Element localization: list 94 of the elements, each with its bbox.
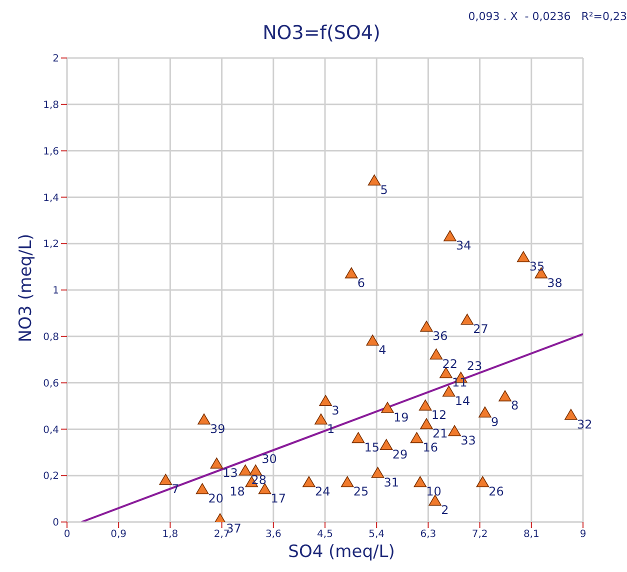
- annotation: 36: [432, 329, 448, 344]
- point: [516, 251, 530, 262]
- annotation: 30: [262, 452, 277, 466]
- annotation: 39: [210, 422, 226, 436]
- point: [159, 474, 172, 485]
- annotation: 14: [454, 394, 470, 408]
- annotation: 29: [392, 447, 408, 462]
- x-tick-label: 7,2: [472, 529, 488, 540]
- annotation: 21: [432, 426, 448, 441]
- point: [198, 414, 210, 425]
- point: [381, 402, 394, 413]
- x-tick-label: 2,7: [214, 529, 230, 540]
- annotation: 26: [488, 484, 504, 499]
- point: [258, 483, 272, 494]
- point: [366, 334, 379, 346]
- y-tick-label: 0,6: [43, 378, 59, 390]
- point: [380, 439, 393, 450]
- annotation: 16: [422, 440, 438, 454]
- point: [210, 458, 224, 469]
- point: [196, 483, 209, 494]
- annotation: 25: [353, 484, 369, 499]
- annotation: 4: [378, 343, 386, 358]
- point: [344, 267, 358, 278]
- point: [340, 476, 354, 488]
- annotation: 13: [222, 466, 238, 480]
- x-tick-label: 8,1: [523, 529, 540, 540]
- y-tick-label: 2: [52, 54, 59, 65]
- annotation: 18: [230, 484, 245, 499]
- point: [368, 174, 381, 186]
- annotation: 32: [576, 417, 592, 432]
- y-tick-label: 0,8: [43, 332, 59, 343]
- x-tick-label: 0,9: [110, 529, 127, 540]
- point: [478, 406, 492, 418]
- point: [249, 464, 262, 476]
- annotation: 33: [460, 434, 476, 448]
- y-tick-label: 1: [52, 286, 59, 297]
- x-tick-label: 6,3: [420, 529, 436, 540]
- point: [314, 414, 328, 425]
- point: [448, 425, 461, 436]
- y-tick-label: 0,4: [43, 424, 59, 436]
- annotation: 23: [466, 359, 482, 374]
- point: [302, 476, 316, 488]
- x-tick-label: 0: [64, 529, 70, 540]
- point: [476, 476, 490, 488]
- annotation: 31: [384, 475, 400, 490]
- y-tick-label: 1,8: [43, 100, 59, 111]
- point: [238, 464, 252, 476]
- annotation: 38: [547, 276, 562, 290]
- x-tick-label: 5,4: [368, 529, 385, 540]
- point: [319, 394, 332, 406]
- annotation: 19: [393, 410, 409, 424]
- point: [430, 348, 443, 360]
- y-tick-label: 0: [52, 518, 59, 529]
- x-tick-label: 9: [580, 529, 586, 540]
- annotation: 5: [380, 182, 388, 197]
- y-tick-label: 1,4: [43, 192, 59, 204]
- point: [564, 408, 578, 420]
- y-tick-label: 0,2: [43, 471, 59, 482]
- text: 0,093 . X - 0,0236 R²=0,23: [468, 10, 627, 23]
- point: [444, 230, 456, 242]
- point: [418, 400, 432, 411]
- point: [420, 320, 433, 332]
- annotation: 6: [357, 276, 366, 290]
- annotation: 17: [270, 492, 286, 506]
- point: [352, 432, 365, 444]
- point: [440, 367, 452, 378]
- annotation: 35: [529, 260, 545, 274]
- annotation: 10: [426, 484, 442, 499]
- annotation: 27: [473, 322, 488, 336]
- annotation: 15: [364, 440, 380, 454]
- chart-title: NO3=f(SO4): [262, 22, 382, 44]
- point: [420, 418, 433, 430]
- annotation: 20: [208, 492, 224, 506]
- point: [442, 386, 456, 397]
- x-axis-title: SO4 (meq/L): [287, 542, 396, 562]
- x-tick-label: 4,5: [317, 529, 333, 540]
- y-tick-label: 1,6: [43, 146, 59, 158]
- annotation: 9: [490, 414, 499, 429]
- point: [414, 476, 427, 488]
- point: [460, 314, 474, 325]
- x-tick-label: 3,6: [265, 529, 282, 540]
- point: [410, 432, 424, 444]
- annotation: 2: [441, 503, 449, 518]
- annotation: 8: [511, 398, 519, 413]
- point: [498, 390, 512, 402]
- annotation: 34: [456, 238, 472, 253]
- annotation: 22: [442, 356, 458, 371]
- annotation: 24: [314, 484, 330, 499]
- point: [371, 466, 384, 478]
- x-tick-label: 1,8: [162, 529, 178, 540]
- annotation: 12: [431, 408, 447, 422]
- y-axis-title: NO3 (meq/L): [16, 234, 36, 342]
- annotation: 3: [332, 403, 340, 418]
- y-tick-label: 1,2: [43, 239, 59, 250]
